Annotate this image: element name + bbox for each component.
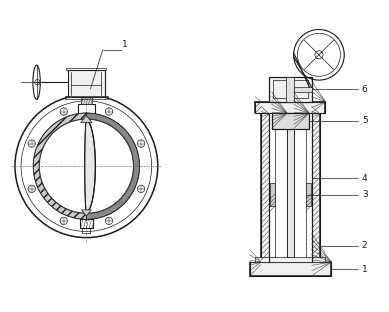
Bar xyxy=(82,228,91,233)
Text: 4: 4 xyxy=(362,174,367,183)
Bar xyxy=(306,183,311,206)
Text: 2: 2 xyxy=(362,241,367,250)
Polygon shape xyxy=(81,210,91,216)
Text: 1: 1 xyxy=(362,265,368,274)
Polygon shape xyxy=(81,116,92,123)
Bar xyxy=(65,95,108,99)
Bar xyxy=(67,68,106,70)
Bar xyxy=(81,97,92,104)
Bar xyxy=(273,80,308,99)
Bar xyxy=(250,262,331,276)
Bar xyxy=(269,77,312,102)
Text: 1: 1 xyxy=(122,40,128,49)
Bar xyxy=(255,102,326,113)
Bar xyxy=(294,87,312,92)
Polygon shape xyxy=(86,113,139,219)
Text: 6: 6 xyxy=(362,85,368,94)
Bar xyxy=(287,115,294,257)
Bar xyxy=(255,257,326,262)
Bar xyxy=(68,70,105,97)
Bar xyxy=(78,104,95,113)
Polygon shape xyxy=(85,120,95,212)
Text: 5: 5 xyxy=(362,116,368,125)
Text: 3: 3 xyxy=(362,190,368,199)
Bar xyxy=(261,113,269,262)
Bar xyxy=(270,183,275,206)
Polygon shape xyxy=(33,113,86,219)
Bar xyxy=(286,77,294,102)
Bar xyxy=(80,219,93,228)
Bar xyxy=(312,113,320,262)
Bar xyxy=(272,113,309,129)
